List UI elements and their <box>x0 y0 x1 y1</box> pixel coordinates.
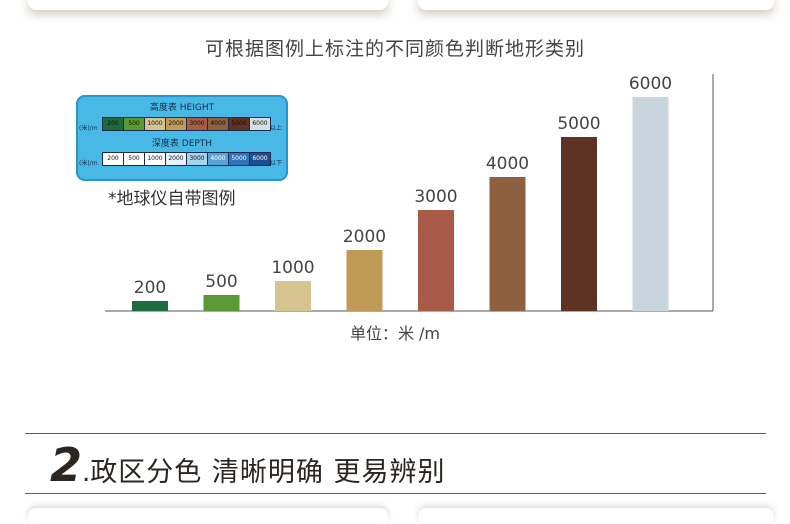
top-card-right <box>418 0 774 10</box>
legend-depth-cell-4000: 4000 <box>208 153 229 165</box>
legend-depth-cell-3000: 3000 <box>187 153 208 165</box>
legend-depth-heading: 深度表 DEPTH <box>151 139 213 149</box>
legend-depth-cell-2000: 2000 <box>166 153 187 165</box>
bar-label-500: 500 <box>205 272 237 292</box>
legend-depth-cell-200: 200 <box>103 153 124 165</box>
legend-height-cell-500: 500 <box>124 118 145 130</box>
legend-depth-cell-500: 500 <box>124 153 145 165</box>
bar-5000 <box>561 137 597 311</box>
bar-label-2000: 2000 <box>343 227 386 247</box>
section-title: 政区分色 清晰明确 更易辨别 <box>90 457 446 488</box>
legend-height-cell-200: 200 <box>103 118 124 130</box>
legend-height-cell-2000: 2000 <box>166 118 187 130</box>
bar-label-6000: 6000 <box>629 74 672 94</box>
section-heading: 2 . 政区分色 清晰明确 更易辨别 <box>50 438 445 492</box>
bar-label-5000: 5000 <box>557 114 600 134</box>
chart-title: 可根据图例上标注的不同颜色判断地形类别 <box>204 38 585 60</box>
legend-depth-cell-1000: 1000 <box>145 153 166 165</box>
legend-depth-suffix: 以下 <box>270 160 283 167</box>
section-number: 2 <box>50 438 83 492</box>
bar-label-3000: 3000 <box>414 187 457 207</box>
legend-depth-cell-6000: 6000 <box>250 153 270 165</box>
legend-unit-height: (米)/m <box>79 125 98 132</box>
top-card-left <box>28 0 388 10</box>
bar-2000 <box>346 250 383 311</box>
x-axis-unit-label: 单位：米 /m <box>349 324 441 343</box>
legend-depth-strip: 200 500 1000 2000 3000 4000 5000 6000 <box>102 152 271 166</box>
globe-legend: 高度表 HEIGHT (米)/m 200 500 1000 2000 3000 4000 5… <box>76 95 288 181</box>
section-dot: . <box>82 458 91 488</box>
bar-6000 <box>632 97 669 311</box>
legend-depth-cell-5000: 5000 <box>229 153 250 165</box>
legend-caption: *地球仪自带图例 <box>108 189 236 209</box>
legend-height-cell-1000: 1000 <box>145 118 166 130</box>
legend-height-cell-5000: 5000 <box>229 118 250 130</box>
legend-height-heading: 高度表 HEIGHT <box>149 103 215 113</box>
legend-height-suffix: 以上 <box>270 125 283 132</box>
bar-1000 <box>275 281 311 311</box>
legend-height-cell-3000: 3000 <box>187 118 208 130</box>
bar-label-1000: 1000 <box>271 258 314 278</box>
legend-height-strip: 200 500 1000 2000 3000 4000 5000 6000 <box>102 117 271 131</box>
legend-unit-depth: (米)/m <box>79 160 98 167</box>
section-divider-bottom <box>25 493 766 494</box>
bar-label-4000: 4000 <box>486 154 529 174</box>
bar-3000 <box>418 210 454 311</box>
bar-500 <box>203 295 240 311</box>
bar-4000 <box>489 177 526 311</box>
legend-height-cell-6000: 6000 <box>250 118 270 130</box>
bar-label-200: 200 <box>134 278 166 298</box>
section-divider-top <box>25 433 766 434</box>
legend-height-cell-4000: 4000 <box>208 118 229 130</box>
bottom-card-right <box>418 508 774 524</box>
bar-200 <box>132 301 168 311</box>
bottom-card-left <box>28 508 388 524</box>
